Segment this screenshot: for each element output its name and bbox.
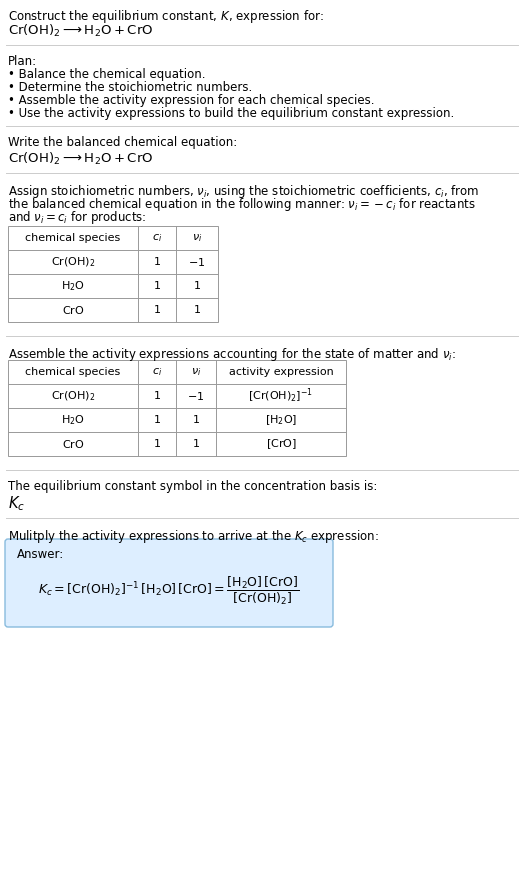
Text: The equilibrium constant symbol in the concentration basis is:: The equilibrium constant symbol in the c… xyxy=(8,480,377,493)
Text: $\mathrm{H_2O}$: $\mathrm{H_2O}$ xyxy=(61,279,85,292)
Text: chemical species: chemical species xyxy=(25,233,121,243)
Text: $\mathrm{CrO}$: $\mathrm{CrO}$ xyxy=(62,438,84,450)
Text: $\mathrm{Cr(OH)_2}$: $\mathrm{Cr(OH)_2}$ xyxy=(51,389,95,403)
Text: Write the balanced chemical equation:: Write the balanced chemical equation: xyxy=(8,136,237,149)
Text: $\mathrm{H_2O}$: $\mathrm{H_2O}$ xyxy=(61,413,85,427)
Text: Answer:: Answer: xyxy=(17,548,64,561)
Text: Construct the equilibrium constant, $K$, expression for:: Construct the equilibrium constant, $K$,… xyxy=(8,8,324,25)
Text: 1: 1 xyxy=(154,415,160,425)
Text: 1: 1 xyxy=(154,257,160,267)
Text: $\nu_i$: $\nu_i$ xyxy=(192,232,202,244)
Text: • Assemble the activity expression for each chemical species.: • Assemble the activity expression for e… xyxy=(8,94,375,107)
Text: $\mathrm{Cr(OH)_2} \longrightarrow \mathrm{H_2O + CrO}$: $\mathrm{Cr(OH)_2} \longrightarrow \math… xyxy=(8,151,154,167)
Text: Assign stoichiometric numbers, $\nu_i$, using the stoichiometric coefficients, $: Assign stoichiometric numbers, $\nu_i$, … xyxy=(8,183,479,200)
Text: $[\mathrm{H_2O}]$: $[\mathrm{H_2O}]$ xyxy=(265,413,297,427)
Text: $K_c = [\mathrm{Cr(OH)_2}]^{-1}\,[\mathrm{H_2O}]\,[\mathrm{CrO}] = \dfrac{[\math: $K_c = [\mathrm{Cr(OH)_2}]^{-1}\,[\mathr… xyxy=(38,575,300,607)
Text: $-1$: $-1$ xyxy=(188,390,205,402)
Text: Plan:: Plan: xyxy=(8,55,37,68)
Text: $\mathrm{Cr(OH)_2} \longrightarrow \mathrm{H_2O + CrO}$: $\mathrm{Cr(OH)_2} \longrightarrow \math… xyxy=(8,23,154,39)
Text: • Determine the stoichiometric numbers.: • Determine the stoichiometric numbers. xyxy=(8,81,252,94)
Bar xyxy=(8,360,346,456)
Text: chemical species: chemical species xyxy=(25,367,121,377)
Text: $K_c$: $K_c$ xyxy=(8,494,25,513)
Text: $[\mathrm{Cr(OH)_2}]^{-1}$: $[\mathrm{Cr(OH)_2}]^{-1}$ xyxy=(248,387,313,405)
Text: Assemble the activity expressions accounting for the state of matter and $\nu_i$: Assemble the activity expressions accoun… xyxy=(8,346,456,363)
Text: $\mathrm{Cr(OH)_2}$: $\mathrm{Cr(OH)_2}$ xyxy=(51,255,95,268)
Text: and $\nu_i = c_i$ for products:: and $\nu_i = c_i$ for products: xyxy=(8,209,146,226)
Text: $\mathrm{CrO}$: $\mathrm{CrO}$ xyxy=(62,304,84,316)
Text: 1: 1 xyxy=(192,439,200,449)
Text: 1: 1 xyxy=(154,391,160,401)
Text: 1: 1 xyxy=(192,415,200,425)
Text: 1: 1 xyxy=(154,439,160,449)
Text: 1: 1 xyxy=(193,305,201,315)
Text: $c_i$: $c_i$ xyxy=(152,366,162,378)
Text: 1: 1 xyxy=(154,305,160,315)
Text: 1: 1 xyxy=(193,281,201,291)
Text: Mulitply the activity expressions to arrive at the $K_c$ expression:: Mulitply the activity expressions to arr… xyxy=(8,528,379,545)
Text: • Balance the chemical equation.: • Balance the chemical equation. xyxy=(8,68,205,81)
Text: $[\mathrm{CrO}]$: $[\mathrm{CrO}]$ xyxy=(266,437,297,451)
Text: $c_i$: $c_i$ xyxy=(152,232,162,244)
Bar xyxy=(8,226,218,322)
Text: activity expression: activity expression xyxy=(228,367,333,377)
Text: 1: 1 xyxy=(154,281,160,291)
Text: $-1$: $-1$ xyxy=(188,256,205,268)
Text: • Use the activity expressions to build the equilibrium constant expression.: • Use the activity expressions to build … xyxy=(8,107,454,120)
Text: $\nu_i$: $\nu_i$ xyxy=(191,366,201,378)
FancyBboxPatch shape xyxy=(5,539,333,627)
Text: the balanced chemical equation in the following manner: $\nu_i = -c_i$ for react: the balanced chemical equation in the fo… xyxy=(8,196,476,213)
